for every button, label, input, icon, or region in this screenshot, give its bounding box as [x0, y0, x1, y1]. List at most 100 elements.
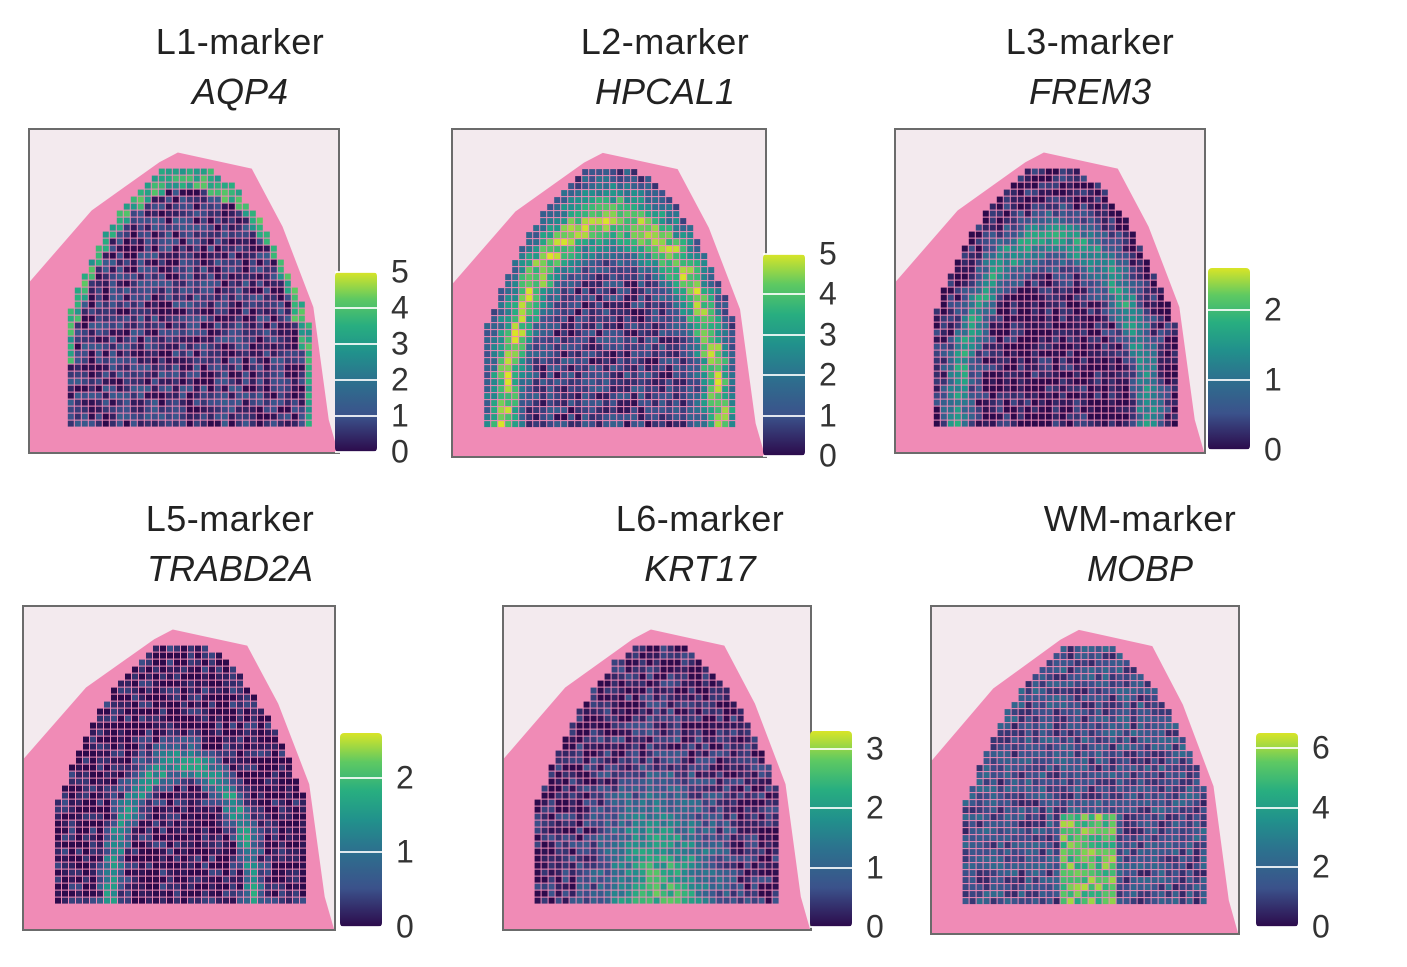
expression-spot: [1157, 315, 1164, 322]
expression-spot: [1031, 280, 1038, 287]
expression-spot: [193, 217, 200, 224]
expression-spot: [214, 182, 221, 189]
expression-spot: [540, 309, 547, 316]
expression-spot: [1136, 315, 1143, 322]
expression-spot: [568, 295, 575, 302]
expression-spot: [125, 715, 131, 722]
expression-spot: [519, 407, 526, 414]
expression-spot: [618, 694, 625, 701]
expression-spot: [610, 246, 617, 253]
expression-spot: [270, 245, 277, 252]
expression-spot: [1059, 294, 1066, 301]
expression-spot: [160, 673, 166, 680]
expression-spot: [230, 715, 236, 722]
expression-spot: [258, 827, 264, 834]
expression-spot: [69, 841, 75, 848]
expression-spot: [195, 897, 201, 904]
expression-spot: [695, 715, 702, 722]
expression-spot: [666, 309, 673, 316]
expression-spot: [660, 652, 667, 659]
expression-spot: [200, 280, 207, 287]
expression-spot: [701, 365, 708, 372]
expression-spot: [631, 176, 638, 183]
expression-spot: [694, 393, 701, 400]
expression-spot: [62, 841, 68, 848]
expression-spot: [947, 350, 954, 357]
expression-spot: [715, 393, 722, 400]
expression-spot: [1164, 301, 1171, 308]
expression-spot: [165, 189, 172, 196]
expression-spot: [729, 323, 736, 330]
expression-spot: [83, 771, 89, 778]
expression-spot: [568, 330, 575, 337]
expression-spot: [702, 673, 709, 680]
expression-spot: [109, 301, 116, 308]
expression-spot: [652, 281, 659, 288]
expression-spot: [83, 764, 89, 771]
expression-spot: [673, 337, 680, 344]
expression-spot: [687, 253, 694, 260]
expression-spot: [568, 372, 575, 379]
expression-spot: [172, 420, 179, 427]
expression-spot: [673, 218, 680, 225]
expression-spot: [961, 357, 968, 364]
expression-spot: [249, 280, 256, 287]
expression-spot: [207, 287, 214, 294]
expression-spot: [279, 876, 285, 883]
expression-spot: [548, 778, 555, 785]
expression-spot: [576, 757, 583, 764]
expression-spot: [596, 309, 603, 316]
expression-spot: [67, 336, 74, 343]
expression-spot: [1059, 399, 1066, 406]
expression-spot: [272, 848, 278, 855]
expression-spot: [555, 750, 562, 757]
expression-spot: [681, 813, 688, 820]
expression-spot: [519, 288, 526, 295]
expression-spot: [547, 288, 554, 295]
expression-spot: [645, 358, 652, 365]
expression-spot: [1157, 343, 1164, 350]
expression-spot: [167, 771, 173, 778]
expression-spot: [109, 371, 116, 378]
expression-spot: [1024, 406, 1031, 413]
expression-spot: [81, 287, 88, 294]
expression-spot: [174, 694, 180, 701]
expression-spot: [744, 729, 751, 736]
expression-spot: [123, 378, 130, 385]
expression-spot: [954, 301, 961, 308]
expression-spot: [263, 350, 270, 357]
expression-spot: [491, 414, 498, 421]
expression-spot: [118, 757, 124, 764]
expression-spot: [1024, 266, 1031, 273]
expression-spot: [667, 666, 674, 673]
expression-spot: [645, 400, 652, 407]
expression-spot: [102, 378, 109, 385]
expression-spot: [716, 708, 723, 715]
expression-spot: [744, 792, 751, 799]
expression-spot: [547, 414, 554, 421]
expression-spot: [235, 294, 242, 301]
expression-spot: [1003, 231, 1010, 238]
expression-spot: [125, 743, 131, 750]
expression-spot: [526, 358, 533, 365]
expression-spot: [1038, 364, 1045, 371]
expression-spot: [181, 729, 187, 736]
expression-spot: [659, 358, 666, 365]
expression-spot: [151, 336, 158, 343]
expression-spot: [139, 799, 145, 806]
expression-spot: [968, 413, 975, 420]
expression-spot: [639, 757, 646, 764]
expression-spot: [1045, 371, 1052, 378]
expression-spot: [151, 203, 158, 210]
expression-spot: [603, 274, 610, 281]
expression-spot: [576, 715, 583, 722]
expression-spot: [160, 869, 166, 876]
expression-spot: [67, 364, 74, 371]
expression-spot: [258, 848, 264, 855]
expression-spot: [279, 785, 285, 792]
expression-spot: [540, 414, 547, 421]
expression-spot: [618, 736, 625, 743]
expression-spot: [1122, 315, 1129, 322]
expression-spot: [1017, 350, 1024, 357]
expression-spot: [144, 245, 151, 252]
